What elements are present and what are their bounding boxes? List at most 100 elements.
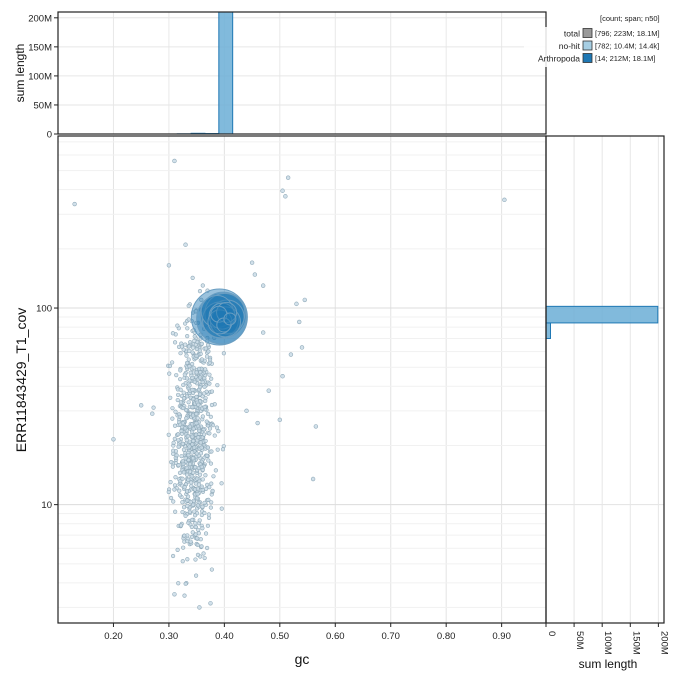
no-hit-point: [198, 375, 203, 380]
no-hit-point: [174, 373, 179, 378]
no-hit-point: [209, 449, 214, 454]
no-hit-point: [186, 477, 191, 482]
no-hit-point: [193, 465, 198, 470]
no-hit-point: [200, 379, 205, 385]
no-hit-point: [206, 349, 211, 354]
no-hit-point: [183, 455, 188, 461]
no-hit-point: [215, 383, 220, 388]
no-hit-point: [184, 472, 190, 477]
no-hit-point: [210, 423, 216, 428]
x-tick-label: 0.40: [215, 631, 234, 642]
no-hit-point: [138, 403, 144, 408]
no-hit-point: [193, 524, 198, 530]
no-hit-point: [180, 476, 185, 481]
no-hit-point: [196, 428, 202, 433]
no-hit-point: [203, 367, 208, 372]
no-hit-point: [172, 436, 177, 441]
no-hit-point: [219, 506, 224, 511]
no-hit-point: [249, 260, 255, 265]
no-hit-point: [191, 470, 196, 475]
x-tick-label: 0.30: [160, 631, 179, 642]
no-hit-point: [190, 350, 195, 355]
no-hit-point: [194, 421, 199, 426]
main-panel-frame: [57, 135, 547, 624]
no-hit-point: [185, 434, 190, 439]
x-axis-label: gc: [295, 651, 310, 667]
no-hit-point: [185, 539, 190, 544]
no-hit-point: [197, 366, 202, 371]
no-hit-point: [190, 275, 195, 280]
no-hit-point: [184, 489, 190, 494]
no-hit-point: [313, 424, 319, 429]
panel-frames: [54, 11, 665, 627]
no-hit-point: [198, 370, 203, 375]
no-hit-point: [200, 504, 205, 509]
no-hit-point: [205, 445, 210, 450]
no-hit-point: [168, 479, 173, 485]
no-hit-point: [179, 428, 184, 434]
no-hit-point: [214, 425, 220, 430]
top-y-tick-label: 150M: [28, 42, 52, 53]
no-hit-point: [190, 442, 195, 447]
no-hit-point: [205, 411, 211, 416]
no-hit-point: [182, 485, 187, 490]
no-hit-point: [178, 377, 183, 382]
no-hit-point: [266, 388, 271, 393]
no-hit-point: [173, 449, 179, 454]
legend-entry-name: no-hit: [559, 41, 581, 51]
no-hit-point: [188, 500, 193, 505]
no-hit-point: [171, 451, 176, 456]
no-hit-point: [185, 498, 190, 503]
no-hit-point: [194, 411, 199, 417]
no-hit-point: [184, 353, 189, 358]
no-hit-point: [177, 414, 182, 420]
no-hit-point: [192, 487, 198, 492]
no-hit-point: [183, 426, 188, 431]
no-hit-point: [184, 465, 189, 470]
right-histogram: [545, 305, 659, 339]
no-hit-point: [208, 461, 214, 466]
no-hit-point: [288, 352, 294, 357]
no-hit-point: [192, 445, 197, 450]
no-hit-point: [193, 557, 198, 562]
no-hit-point: [72, 201, 77, 207]
no-hit-point: [193, 481, 198, 486]
no-hit-point: [191, 365, 196, 370]
no-hit-point: [191, 456, 196, 461]
right-histogram-x-label: sum length: [579, 657, 638, 671]
no-hit-point: [166, 489, 171, 495]
no-hit-point: [244, 408, 249, 414]
no-hit-point: [194, 353, 199, 358]
no-hit-point: [277, 417, 283, 423]
no-hit-point: [195, 496, 200, 501]
no-hit-point: [207, 485, 212, 490]
no-hit-point: [195, 476, 200, 481]
no-hit-point: [172, 158, 177, 164]
no-hit-point: [196, 531, 201, 536]
no-hit-point: [181, 405, 186, 411]
no-hit-point: [187, 364, 192, 369]
no-hit-point: [200, 283, 205, 288]
no-hit-point: [187, 383, 192, 388]
no-hit-point: [170, 406, 175, 411]
no-hit-point: [202, 500, 207, 505]
no-hit-point: [189, 474, 194, 479]
no-hit-point: [183, 581, 188, 586]
no-hit-point: [181, 470, 186, 475]
no-hit-point: [175, 397, 180, 403]
no-hit-point: [260, 283, 266, 288]
no-hit-point: [172, 487, 177, 492]
no-hit-point: [189, 483, 194, 489]
y-axis-label: ERR11843429_T1_cov: [13, 308, 29, 453]
no-hit-point: [180, 459, 185, 464]
no-hit-point: [189, 524, 194, 530]
no-hit-point: [215, 447, 220, 452]
no-hit-point: [171, 440, 176, 445]
no-hit-point: [202, 405, 207, 410]
top-y-tick-label: 100M: [28, 71, 52, 82]
no-hit-point: [176, 432, 181, 437]
no-hit-point: [178, 387, 183, 392]
no-hit-point: [200, 414, 205, 419]
no-hit-point: [183, 407, 189, 413]
no-hit-point: [177, 470, 183, 475]
